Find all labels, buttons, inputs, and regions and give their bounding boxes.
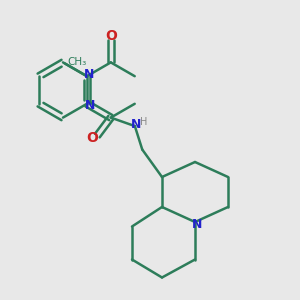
Text: N: N bbox=[85, 99, 96, 112]
Text: CH₃: CH₃ bbox=[68, 57, 87, 67]
Text: O: O bbox=[86, 131, 98, 145]
Text: O: O bbox=[105, 29, 117, 43]
Text: N: N bbox=[84, 68, 94, 81]
Text: H: H bbox=[140, 118, 147, 128]
Text: N: N bbox=[131, 118, 142, 131]
Text: N: N bbox=[192, 218, 203, 231]
